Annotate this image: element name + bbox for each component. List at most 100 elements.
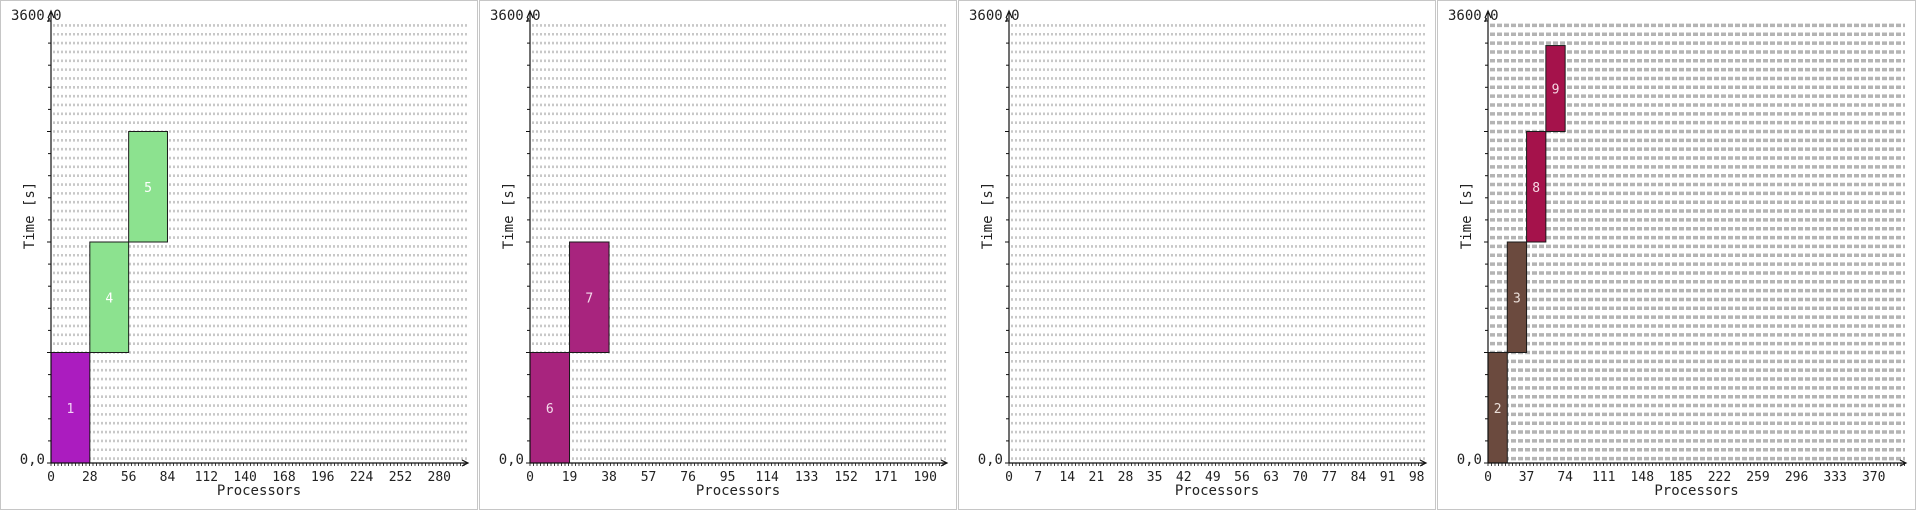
x-axis-title: Processors bbox=[696, 483, 780, 499]
x-tick-label: 98 bbox=[1409, 470, 1425, 485]
job-block-2: 2 bbox=[1487, 352, 1508, 464]
x-tick-label: 0 bbox=[1484, 470, 1492, 485]
job-label: 4 bbox=[105, 291, 113, 306]
gantt-chart-svg: 6 70 19 38 57 76 95 114 133 152 171 1900,03600,0Pro… bbox=[490, 8, 949, 499]
x-tick-label: 370 bbox=[1862, 470, 1885, 485]
x-tick-label: 140 bbox=[233, 470, 256, 485]
gantt-chart-svg: 2 3 8 9 0 37 74 111 148 185 222 259 296 333 370 0,0 3600… bbox=[1448, 8, 1908, 499]
y-min-label: 0,0 bbox=[499, 452, 524, 468]
job-label: 2 bbox=[1494, 402, 1502, 417]
job-block-9: 9 bbox=[1545, 45, 1566, 132]
job-block-1: 1 bbox=[50, 352, 91, 464]
x-tick-label: 0 bbox=[47, 470, 55, 485]
job-label: 5 bbox=[144, 181, 152, 196]
job-rect bbox=[89, 241, 130, 353]
x-tick-label: 77 bbox=[1321, 470, 1337, 485]
y-max-label: 3600,0 bbox=[11, 8, 62, 24]
y-axis-arrow bbox=[526, 9, 534, 19]
y-max-label: 3600,0 bbox=[1448, 8, 1499, 24]
gantt-panel-3: 0 7 14 21 28 35 42 49 56 63 70 77 84 91 98 0,0 3600,0 Pro… bbox=[958, 0, 1436, 510]
x-tick-label: 76 bbox=[680, 470, 696, 485]
x-tick-label: 112 bbox=[195, 470, 218, 485]
job-block-5: 5 bbox=[128, 131, 168, 243]
y-axis-title: Time [s] bbox=[501, 182, 517, 249]
y-axis-title: Time [s] bbox=[1459, 182, 1475, 249]
job-block-6: 6 bbox=[529, 352, 571, 464]
x-tick-label: 38 bbox=[601, 470, 617, 485]
job-label: 9 bbox=[1552, 83, 1560, 98]
x-axis-title: Processors bbox=[217, 483, 301, 499]
x-tick-label: 95 bbox=[720, 470, 736, 485]
x-tick-label: 148 bbox=[1631, 470, 1654, 485]
job-label: 3 bbox=[1513, 291, 1521, 306]
y-min-label: 0,0 bbox=[1457, 452, 1482, 468]
x-tick-label: 224 bbox=[350, 470, 374, 485]
job-block-4: 4 bbox=[89, 241, 130, 353]
x-tick-label: 49 bbox=[1205, 470, 1221, 485]
x-tick-label: 222 bbox=[1708, 470, 1731, 485]
gantt-chart-svg: 1 4 5 0 28 56 84 112 140 168 196 224 252 280 0,0 3600,0… bbox=[11, 8, 470, 499]
x-tick-label: 280 bbox=[428, 470, 451, 485]
gantt-panel-1: 1 4 5 0 28 56 84 112 140 168 196 224 252 280 0,0 3600,0… bbox=[0, 0, 478, 510]
x-tick-label: 333 bbox=[1823, 470, 1846, 485]
x-tick-label: 259 bbox=[1746, 470, 1769, 485]
gantt-chart-svg: 0 7 14 21 28 35 42 49 56 63 70 77 84 91 98 0,0 3600,0 Pro… bbox=[969, 8, 1428, 499]
x-tick-label: 0 bbox=[1005, 470, 1013, 485]
x-axis-title: Processors bbox=[1175, 483, 1259, 499]
gantt-panel-4: 2 3 8 9 0 37 74 111 148 185 222 259 296 333 370 0,0 3600… bbox=[1437, 0, 1916, 510]
job-rect bbox=[569, 241, 610, 353]
job-rect bbox=[1545, 45, 1566, 132]
job-rect bbox=[128, 131, 168, 243]
x-tick-label: 133 bbox=[795, 470, 818, 485]
x-tick-label: 70 bbox=[1292, 470, 1308, 485]
x-tick-label: 28 bbox=[1118, 470, 1134, 485]
x-tick-label: 37 bbox=[1519, 470, 1535, 485]
job-label: 6 bbox=[546, 402, 554, 417]
job-block-3: 3 bbox=[1506, 241, 1528, 353]
x-tick-label: 57 bbox=[641, 470, 657, 485]
y-min-label: 0,0 bbox=[20, 452, 45, 468]
grid bbox=[1011, 24, 1425, 460]
y-min-label: 0,0 bbox=[978, 452, 1003, 468]
x-tick-label: 152 bbox=[834, 470, 857, 485]
x-tick-label: 168 bbox=[272, 470, 295, 485]
x-tick-label: 28 bbox=[82, 470, 98, 485]
x-tick-label: 84 bbox=[1351, 470, 1367, 485]
y-axis-arrow bbox=[1484, 9, 1492, 19]
x-tick-label: 171 bbox=[874, 470, 897, 485]
y-axis-arrow bbox=[1005, 9, 1013, 19]
x-tick-label: 296 bbox=[1785, 470, 1808, 485]
axes: 0 7 14 21 28 35 42 49 56 63 70 77 84 91 98 0,0 3600,0 Pro… bbox=[969, 8, 1428, 499]
x-tick-label: 74 bbox=[1557, 470, 1573, 485]
job-label: 7 bbox=[585, 291, 593, 306]
x-tick-label: 56 bbox=[121, 470, 137, 485]
gantt-panel-2: 6 7 0 19 38 57 76 95 114 133 152 171 190 0,0 3600,0 Pro… bbox=[479, 0, 957, 510]
x-tick-label: 84 bbox=[160, 470, 176, 485]
x-tick-label: 7 bbox=[1034, 470, 1042, 485]
y-axis-arrow bbox=[47, 9, 55, 19]
x-axis-title: Processors bbox=[1654, 483, 1738, 499]
y-max-label: 3600,0 bbox=[969, 8, 1020, 24]
x-tick-label: 19 bbox=[562, 470, 578, 485]
x-tick-label: 63 bbox=[1263, 470, 1279, 485]
x-tick-label: 56 bbox=[1234, 470, 1250, 485]
x-tick-label: 0 bbox=[526, 470, 534, 485]
x-tick-label: 111 bbox=[1592, 470, 1615, 485]
job-rect bbox=[1526, 131, 1547, 243]
axes: 0 28 56 84 112 140 168 196 224 252 280 0,0 3600,0 Pro… bbox=[11, 8, 470, 499]
job-label: 8 bbox=[1532, 181, 1540, 196]
x-tick-label: 91 bbox=[1380, 470, 1396, 485]
axes: 0 19 38 57 76 95 114 133 152 171 1900,03600,0Proce… bbox=[490, 8, 949, 499]
job-rect bbox=[1506, 241, 1528, 353]
job-block-7: 7 bbox=[569, 241, 610, 353]
x-tick-label: 190 bbox=[913, 470, 936, 485]
x-tick-label: 185 bbox=[1669, 470, 1692, 485]
y-axis-title: Time [s] bbox=[980, 182, 996, 249]
x-tick-label: 21 bbox=[1089, 470, 1105, 485]
axes: 0 37 74 111 148 185 222 259 296 333 370 0,0 3600,0 Pr… bbox=[1448, 8, 1908, 499]
job-label: 1 bbox=[66, 402, 74, 417]
job-block-8: 8 bbox=[1526, 131, 1547, 243]
y-max-label: 3600,0 bbox=[490, 8, 541, 24]
x-tick-label: 35 bbox=[1147, 470, 1163, 485]
x-tick-label: 42 bbox=[1176, 470, 1192, 485]
